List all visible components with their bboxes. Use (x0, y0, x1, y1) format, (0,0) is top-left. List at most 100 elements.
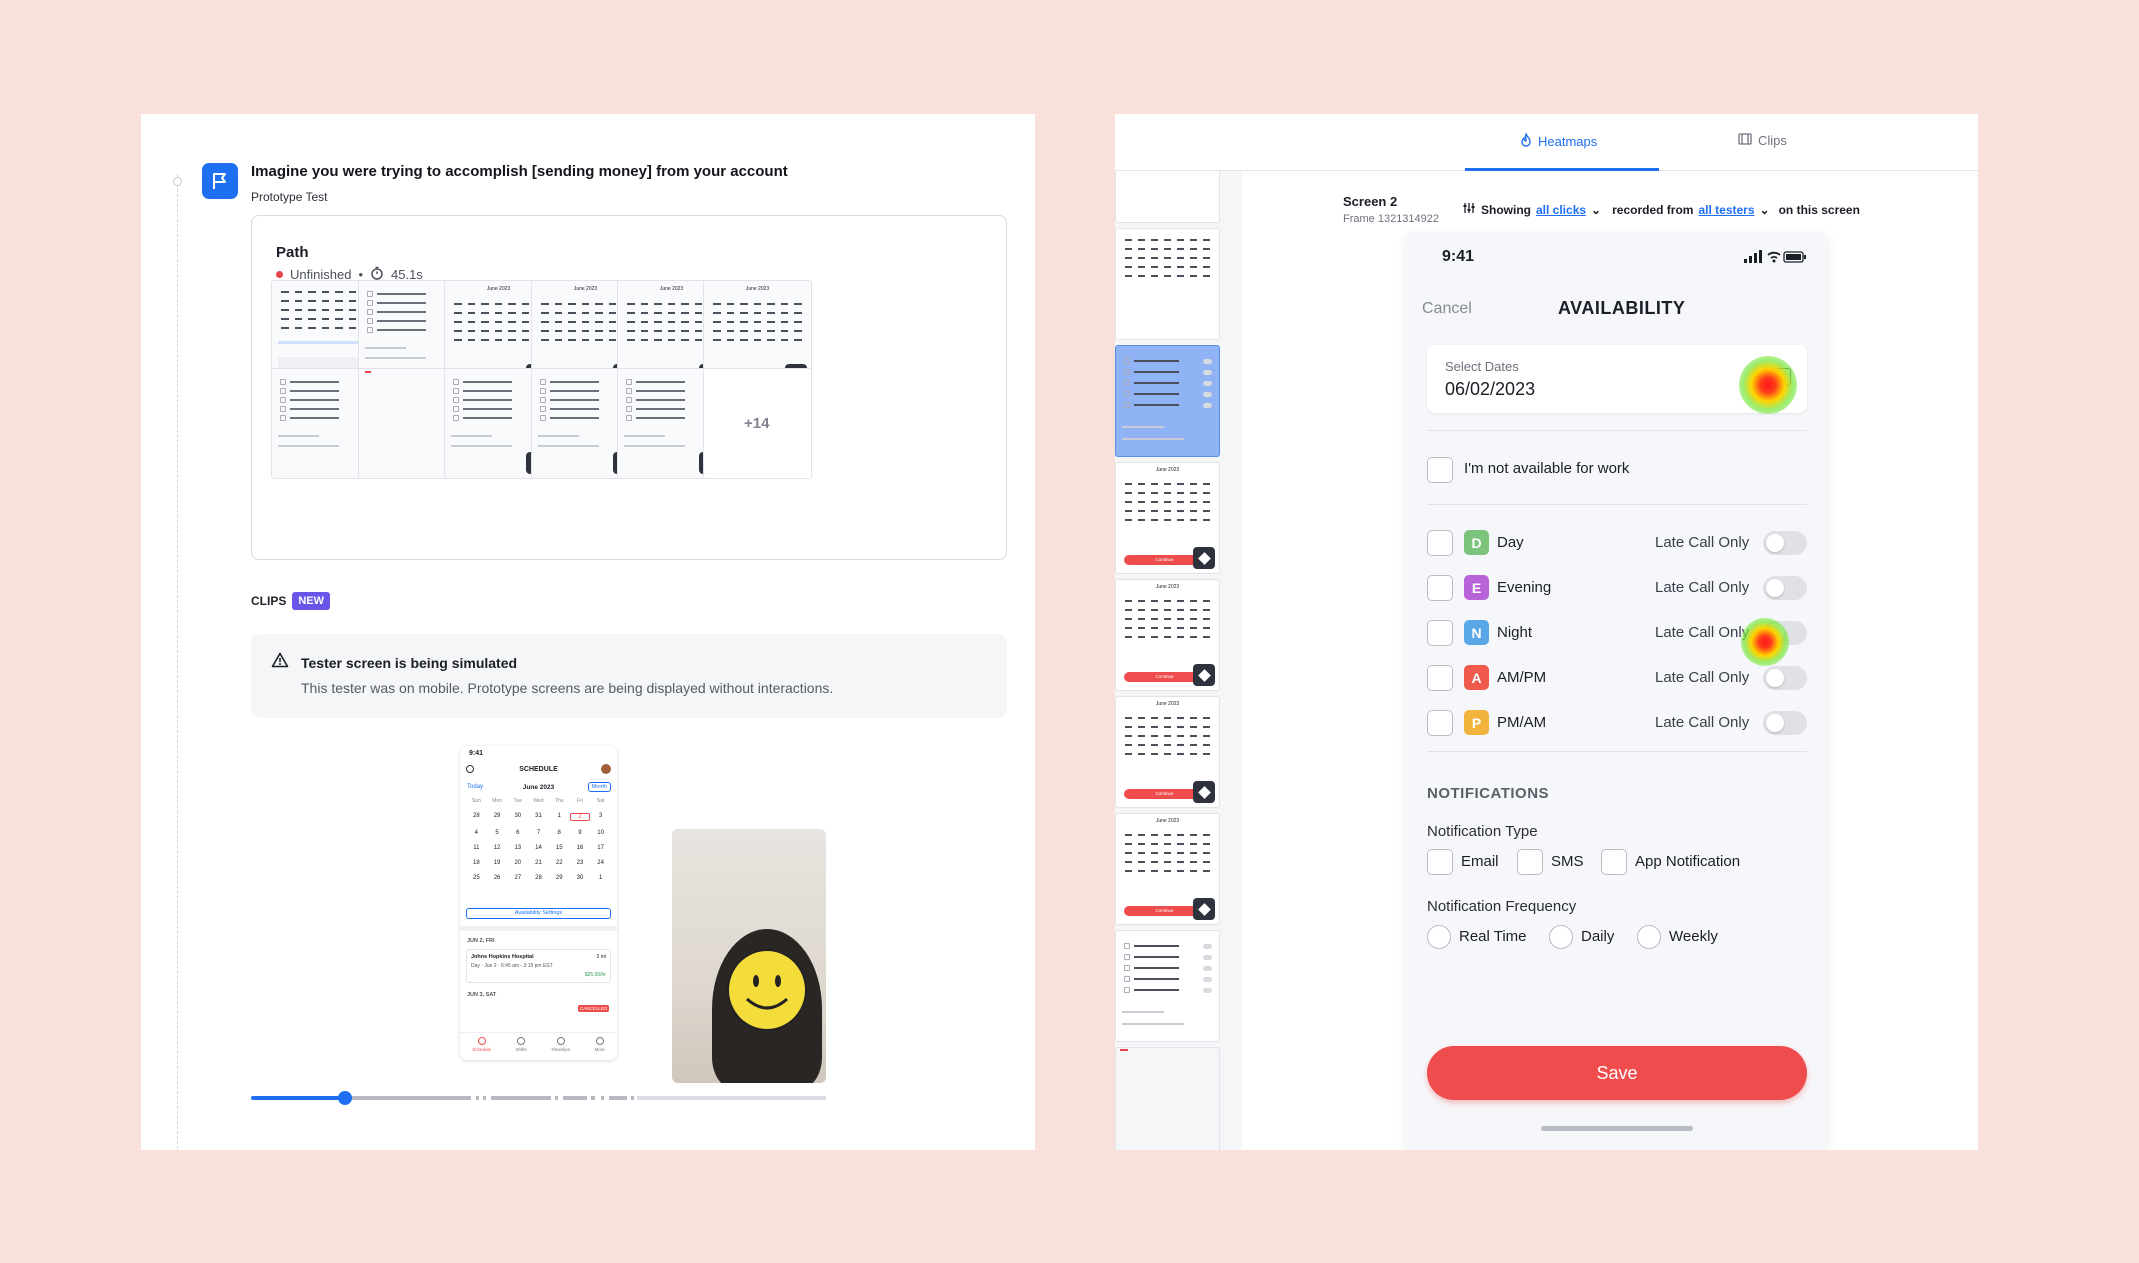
calendar-day[interactable]: 10 (597, 830, 604, 836)
screen-thumbnail[interactable] (1115, 228, 1220, 340)
bottom-nav-item[interactable]: Shifts (515, 1037, 527, 1060)
calendar-day[interactable]: 29 (555, 875, 563, 881)
calendar-day[interactable]: 12 (493, 845, 501, 851)
calendar-day[interactable]: 13 (514, 845, 522, 851)
all-testers-dropdown[interactable]: all testers (1698, 202, 1755, 217)
flame-icon (1520, 132, 1532, 150)
late-call-toggle[interactable] (1763, 531, 1807, 555)
calendar-day[interactable]: 1 (557, 813, 561, 819)
all-clicks-dropdown[interactable]: all clicks (1536, 202, 1587, 217)
calendar-day[interactable]: 6 (516, 830, 520, 836)
screen-thumbnail[interactable]: June 2023 Continue (1115, 813, 1220, 925)
calendar-day[interactable]: 4 (474, 830, 479, 836)
calendar-day[interactable]: 11 (473, 845, 480, 851)
thumbnail-row (624, 445, 685, 447)
calendar-day[interactable]: 2 (569, 813, 591, 821)
thumbnail-row (1122, 1011, 1164, 1013)
calendar-day[interactable]: 7 (536, 830, 541, 836)
notification-type-checkbox[interactable] (1517, 849, 1543, 875)
calendar-day[interactable]: 1 (598, 875, 603, 881)
thumbnail-row (1134, 360, 1179, 362)
path-step-thumbnail[interactable]: +14 (703, 368, 812, 479)
calendar-day[interactable]: 30 (514, 813, 522, 819)
screen-thumbnail[interactable]: June 2023 Continue (1115, 696, 1220, 808)
calendar-day[interactable]: 18 (473, 860, 480, 866)
progress-fill (251, 1096, 343, 1100)
cancel-button[interactable]: Cancel (1422, 300, 1472, 317)
thumbnail-row (1122, 438, 1184, 440)
smiley-face (727, 949, 807, 1031)
thumbnail-checkbox (1124, 402, 1130, 408)
thumbnail-month: June 2023 (1155, 584, 1180, 590)
calendar-day[interactable]: 27 (514, 875, 522, 881)
nav-icon (477, 1037, 486, 1045)
calendar-day[interactable]: 17 (597, 845, 604, 851)
calendar-day[interactable]: 3 (598, 813, 603, 819)
shift-checkbox[interactable] (1427, 620, 1453, 646)
shift-letter-badge: P (1464, 710, 1489, 735)
warning-description: This tester was on mobile. Prototype scr… (301, 680, 834, 696)
progress-track (351, 1096, 826, 1100)
calendar-day[interactable]: 26 (493, 875, 501, 881)
calendar-day[interactable]: 8 (557, 830, 561, 836)
calendar-day[interactable]: 23 (576, 860, 584, 866)
calendar-day[interactable]: 28 (473, 813, 480, 819)
save-button[interactable]: Save (1427, 1046, 1807, 1100)
frequency-radio[interactable] (1637, 925, 1661, 949)
late-call-toggle[interactable] (1763, 576, 1807, 600)
bottom-nav-item[interactable]: More (594, 1037, 605, 1060)
bottom-nav-item[interactable]: Timeslips (551, 1037, 570, 1060)
calendar-day[interactable]: 9 (578, 830, 582, 836)
calendar-day[interactable]: 21 (535, 860, 542, 866)
thumbnail-checkbox (626, 379, 632, 385)
calendar-day[interactable]: 19 (493, 860, 501, 866)
calendar-day[interactable]: 20 (514, 860, 522, 866)
screen-thumbnail[interactable] (1115, 1047, 1220, 1150)
notification-type-checkbox[interactable] (1427, 849, 1453, 875)
calendar-day[interactable]: 22 (555, 860, 563, 866)
thumbnail-row (624, 435, 665, 437)
screen-thumbnail[interactable] (1115, 345, 1220, 457)
calendar-day[interactable]: 25 (473, 875, 480, 881)
calendar-day[interactable]: 29 (493, 813, 501, 819)
shift-name: Day (1497, 534, 1524, 551)
shift-checkbox[interactable] (1427, 575, 1453, 601)
tab-clips[interactable]: Clips (1738, 133, 1787, 148)
late-call-toggle[interactable] (1763, 711, 1807, 735)
progress-knob[interactable] (338, 1091, 352, 1105)
frequency-radio[interactable] (1427, 925, 1451, 949)
thumbnail-row (365, 347, 406, 349)
thumbnail-marker (1120, 1049, 1128, 1051)
shift-checkbox[interactable] (1427, 665, 1453, 691)
bottom-nav-item[interactable]: Schedule (472, 1037, 491, 1060)
screen-thumbnail[interactable] (1115, 930, 1220, 1042)
thumbnail-checkbox (453, 388, 459, 394)
notification-type-checkbox[interactable] (1601, 849, 1627, 875)
not-available-checkbox[interactable] (1427, 457, 1453, 483)
stopwatch-icon (370, 266, 384, 283)
screen-thumbnail[interactable]: June 2023 Continue (1115, 579, 1220, 691)
late-call-toggle[interactable] (1763, 666, 1807, 690)
shift-checkbox[interactable] (1427, 530, 1453, 556)
shift-letter-badge: A (1464, 665, 1489, 690)
screen-thumbnail[interactable] (1115, 171, 1220, 223)
test-results-panel: Imagine you were trying to accomplish [s… (141, 114, 1035, 1150)
calendar-day[interactable]: 14 (535, 845, 542, 851)
thumbnail-row (377, 329, 426, 331)
screen-thumbnail[interactable]: June 2023 Continue (1115, 462, 1220, 574)
calendar-day[interactable]: 24 (597, 860, 604, 866)
thumbnail-row (278, 445, 339, 447)
tab-heatmaps[interactable]: Heatmaps (1520, 132, 1597, 150)
calendar-day[interactable]: 15 (555, 845, 563, 851)
calendar-day[interactable]: 30 (576, 875, 584, 881)
calendar-day[interactable]: 5 (495, 830, 499, 836)
clip-progress-bar[interactable] (251, 1091, 826, 1105)
thumbnail-row (451, 445, 512, 447)
frequency-radio[interactable] (1549, 925, 1573, 949)
calendar-day[interactable]: 16 (576, 845, 584, 851)
thumbnail-row (636, 399, 685, 401)
shift-checkbox[interactable] (1427, 710, 1453, 736)
calendar-day[interactable]: 31 (535, 813, 542, 819)
avatar (601, 764, 611, 774)
calendar-day[interactable]: 28 (535, 875, 542, 881)
